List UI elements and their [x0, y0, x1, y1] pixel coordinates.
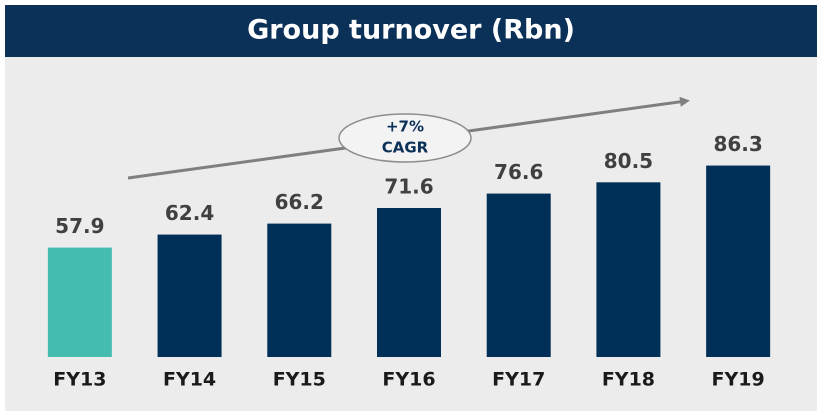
- bar: [486, 193, 551, 357]
- x-tick-label: FY17: [492, 369, 545, 391]
- cagr-bubble: [338, 113, 472, 163]
- value-label: 66.2: [275, 190, 324, 214]
- chart-title: Group turnover (Rbn): [247, 15, 575, 46]
- x-tick-label: FY13: [53, 369, 106, 391]
- x-tick-label: FY16: [382, 369, 435, 391]
- value-label: 57.9: [55, 214, 104, 238]
- value-label: 71.6: [384, 175, 433, 199]
- bar: [267, 223, 332, 357]
- bar: [596, 182, 661, 357]
- x-tick-label: FY15: [273, 369, 326, 391]
- bar: [377, 208, 441, 357]
- bar: [706, 165, 771, 357]
- x-tick-label: FY14: [163, 369, 216, 391]
- title-band: [5, 5, 817, 57]
- annotation-line: CAGR: [382, 139, 429, 157]
- value-label: 76.6: [494, 160, 543, 184]
- value-label: 86.3: [713, 132, 762, 156]
- annotation-line: +7%: [386, 118, 424, 136]
- bar: [47, 247, 112, 357]
- value-label: 80.5: [604, 149, 653, 173]
- value-label: 62.4: [165, 201, 214, 225]
- x-tick-label: FY18: [602, 369, 655, 391]
- bar: [157, 234, 222, 357]
- x-tick-label: FY19: [712, 369, 765, 391]
